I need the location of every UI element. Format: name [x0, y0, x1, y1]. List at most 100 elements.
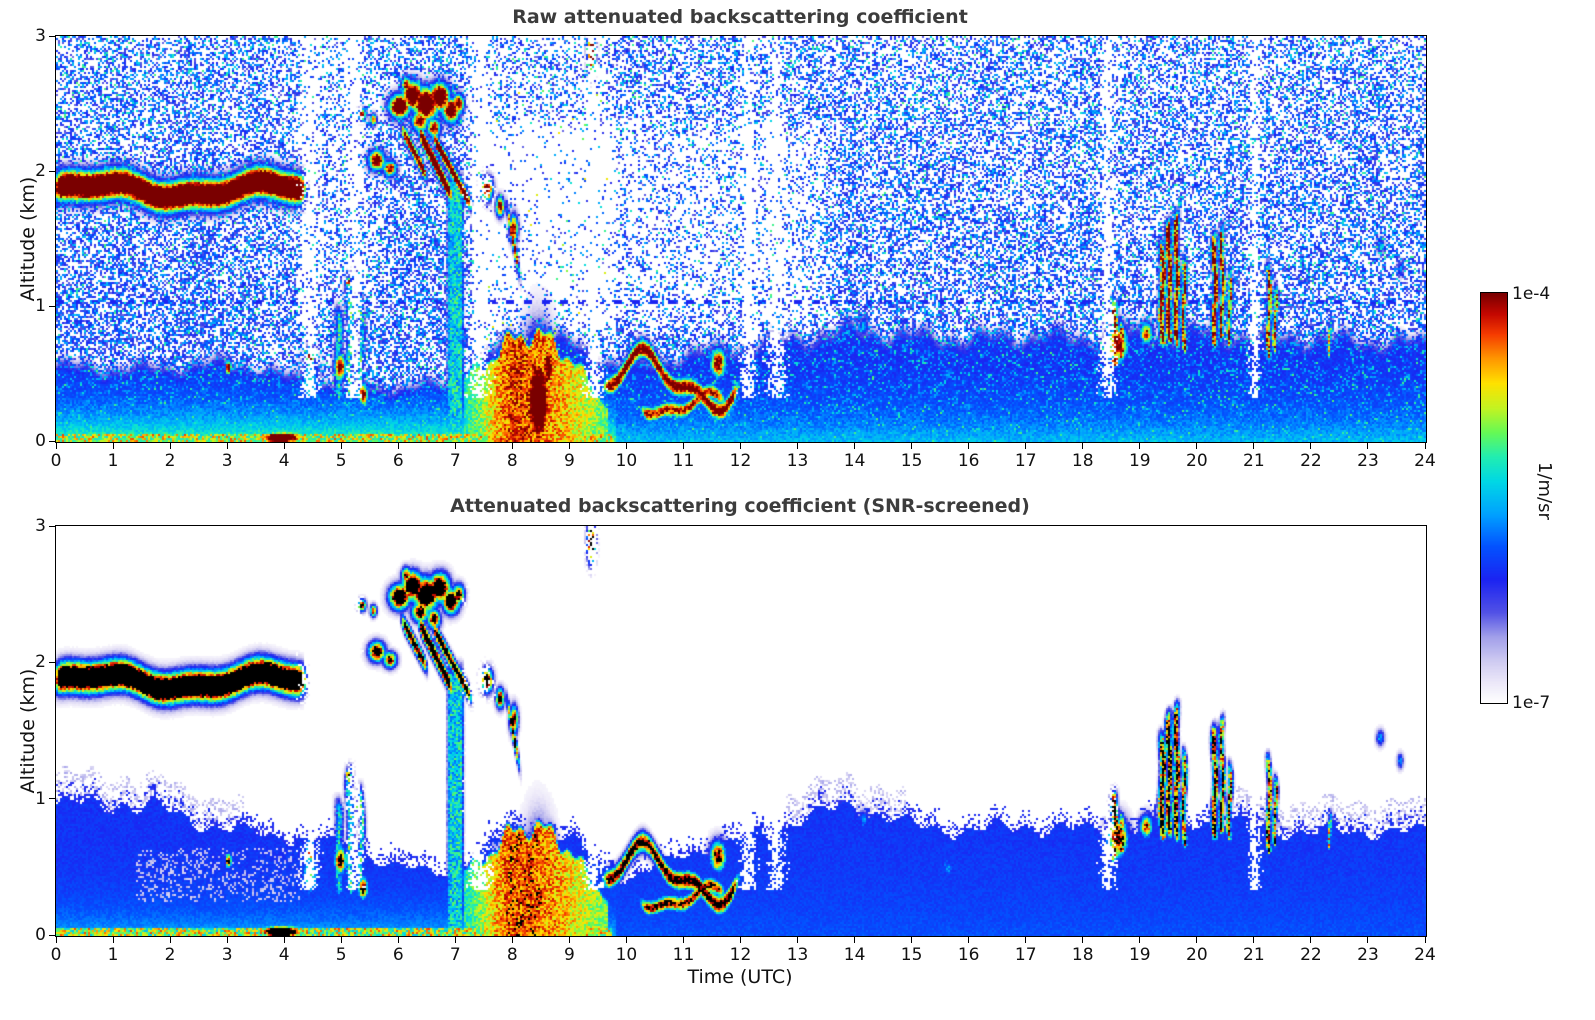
x-tick-mark — [397, 937, 399, 943]
x-axis-label: Time (UTC) — [687, 966, 793, 988]
screened-heatmap-canvas — [56, 526, 1426, 936]
x-tick-mark — [1253, 937, 1255, 943]
x-tick-mark — [1424, 937, 1426, 943]
y-tick-label: 1 — [35, 788, 46, 809]
x-tick-label: 5 — [335, 945, 347, 965]
colorbar-unit-label: 1/m/sr — [1534, 462, 1555, 520]
x-tick-mark — [854, 937, 856, 943]
x-tick-mark — [854, 443, 856, 449]
colorbar-min-label: 1e-7 — [1512, 693, 1551, 713]
x-tick-label: 4 — [278, 451, 290, 471]
x-tick-mark — [169, 443, 171, 449]
x-tick-mark — [169, 937, 171, 943]
x-tick-mark — [1367, 443, 1369, 449]
x-tick-mark — [568, 937, 570, 943]
x-tick-label: 24 — [1414, 945, 1436, 965]
x-tick-mark — [511, 443, 513, 449]
x-tick-label: 5 — [335, 451, 347, 471]
screened-panel-title: Attenuated backscattering coefficient (S… — [450, 495, 1030, 517]
y-tick-label: 2 — [35, 161, 46, 181]
y-tick-mark — [49, 798, 55, 800]
x-tick-label: 17 — [1014, 945, 1037, 965]
x-tick-label: 1 — [107, 945, 119, 965]
x-tick-mark — [1082, 937, 1084, 943]
screened-y-axis-label: Altitude (km) — [17, 668, 39, 794]
y-tick-mark — [49, 934, 55, 936]
x-tick-mark — [1025, 443, 1027, 449]
y-tick-mark — [49, 661, 55, 663]
y-tick-mark — [49, 170, 55, 172]
x-tick-label: 11 — [672, 451, 695, 471]
x-tick-label: 10 — [615, 945, 638, 965]
x-tick-mark — [911, 937, 913, 943]
x-tick-mark — [1139, 443, 1141, 449]
x-tick-label: 20 — [1186, 451, 1208, 471]
raw-heatmap-canvas — [56, 36, 1426, 442]
y-tick-label: 0 — [35, 925, 46, 945]
x-tick-mark — [740, 937, 741, 943]
x-tick-mark — [1196, 443, 1198, 449]
x-tick-label: 7 — [449, 451, 461, 471]
x-tick-mark — [797, 443, 799, 449]
x-tick-mark — [283, 937, 285, 943]
x-tick-label: 20 — [1186, 945, 1208, 965]
x-tick-label: 16 — [957, 945, 980, 965]
x-tick-label: 11 — [672, 945, 695, 965]
x-tick-label: 18 — [1071, 451, 1094, 471]
x-tick-mark — [454, 443, 456, 449]
x-tick-label: 22 — [1300, 945, 1322, 965]
x-tick-label: 2 — [164, 945, 176, 965]
x-tick-label: 12 — [729, 451, 752, 471]
x-tick-mark — [682, 443, 684, 449]
x-tick-mark — [1367, 937, 1369, 943]
y-tick-mark — [49, 305, 55, 307]
raw-y-axis-label: Altitude (km) — [17, 176, 39, 302]
x-tick-label: 15 — [900, 945, 923, 965]
x-tick-label: 9 — [563, 451, 575, 471]
x-tick-label: 14 — [843, 451, 866, 471]
x-tick-label: 0 — [50, 451, 62, 471]
x-tick-mark — [55, 937, 57, 943]
x-tick-mark — [1424, 443, 1426, 449]
x-tick-label: 24 — [1414, 451, 1436, 471]
x-tick-label: 3 — [221, 451, 233, 471]
x-tick-label: 15 — [900, 451, 923, 471]
colorbar-max-label: 1e-4 — [1512, 284, 1551, 304]
x-tick-mark — [682, 937, 684, 943]
x-tick-label: 4 — [278, 945, 290, 965]
x-tick-label: 0 — [50, 945, 62, 965]
x-tick-label: 9 — [563, 945, 575, 965]
x-tick-label: 18 — [1071, 945, 1094, 965]
x-tick-label: 13 — [786, 451, 809, 471]
x-tick-label: 7 — [449, 945, 461, 965]
y-tick-label: 1 — [35, 296, 46, 316]
x-tick-label: 8 — [506, 945, 518, 965]
x-tick-mark — [1025, 937, 1027, 943]
x-tick-mark — [226, 443, 228, 449]
x-tick-label: 21 — [1243, 451, 1265, 471]
x-tick-mark — [797, 937, 799, 943]
x-tick-label: 6 — [392, 451, 404, 471]
x-tick-mark — [454, 937, 456, 943]
x-tick-label: 22 — [1300, 451, 1322, 471]
x-tick-mark — [911, 443, 913, 449]
raw-panel-title: Raw attenuated backscattering coefficien… — [512, 6, 968, 28]
x-tick-mark — [340, 937, 342, 943]
x-tick-mark — [1310, 443, 1312, 449]
raw-heatmap-panel — [55, 35, 1427, 443]
x-tick-label: 3 — [221, 945, 233, 965]
x-tick-label: 6 — [392, 945, 404, 965]
x-tick-mark — [740, 443, 741, 449]
x-tick-label: 14 — [843, 945, 866, 965]
x-tick-mark — [1253, 443, 1255, 449]
x-tick-mark — [112, 937, 114, 943]
x-tick-mark — [1139, 937, 1141, 943]
screened-heatmap-panel — [55, 525, 1427, 937]
y-tick-mark — [49, 35, 55, 37]
x-tick-mark — [55, 443, 57, 449]
x-tick-label: 19 — [1128, 451, 1151, 471]
colorbar — [1480, 292, 1508, 704]
x-tick-label: 19 — [1128, 945, 1151, 965]
x-tick-label: 2 — [164, 451, 176, 471]
